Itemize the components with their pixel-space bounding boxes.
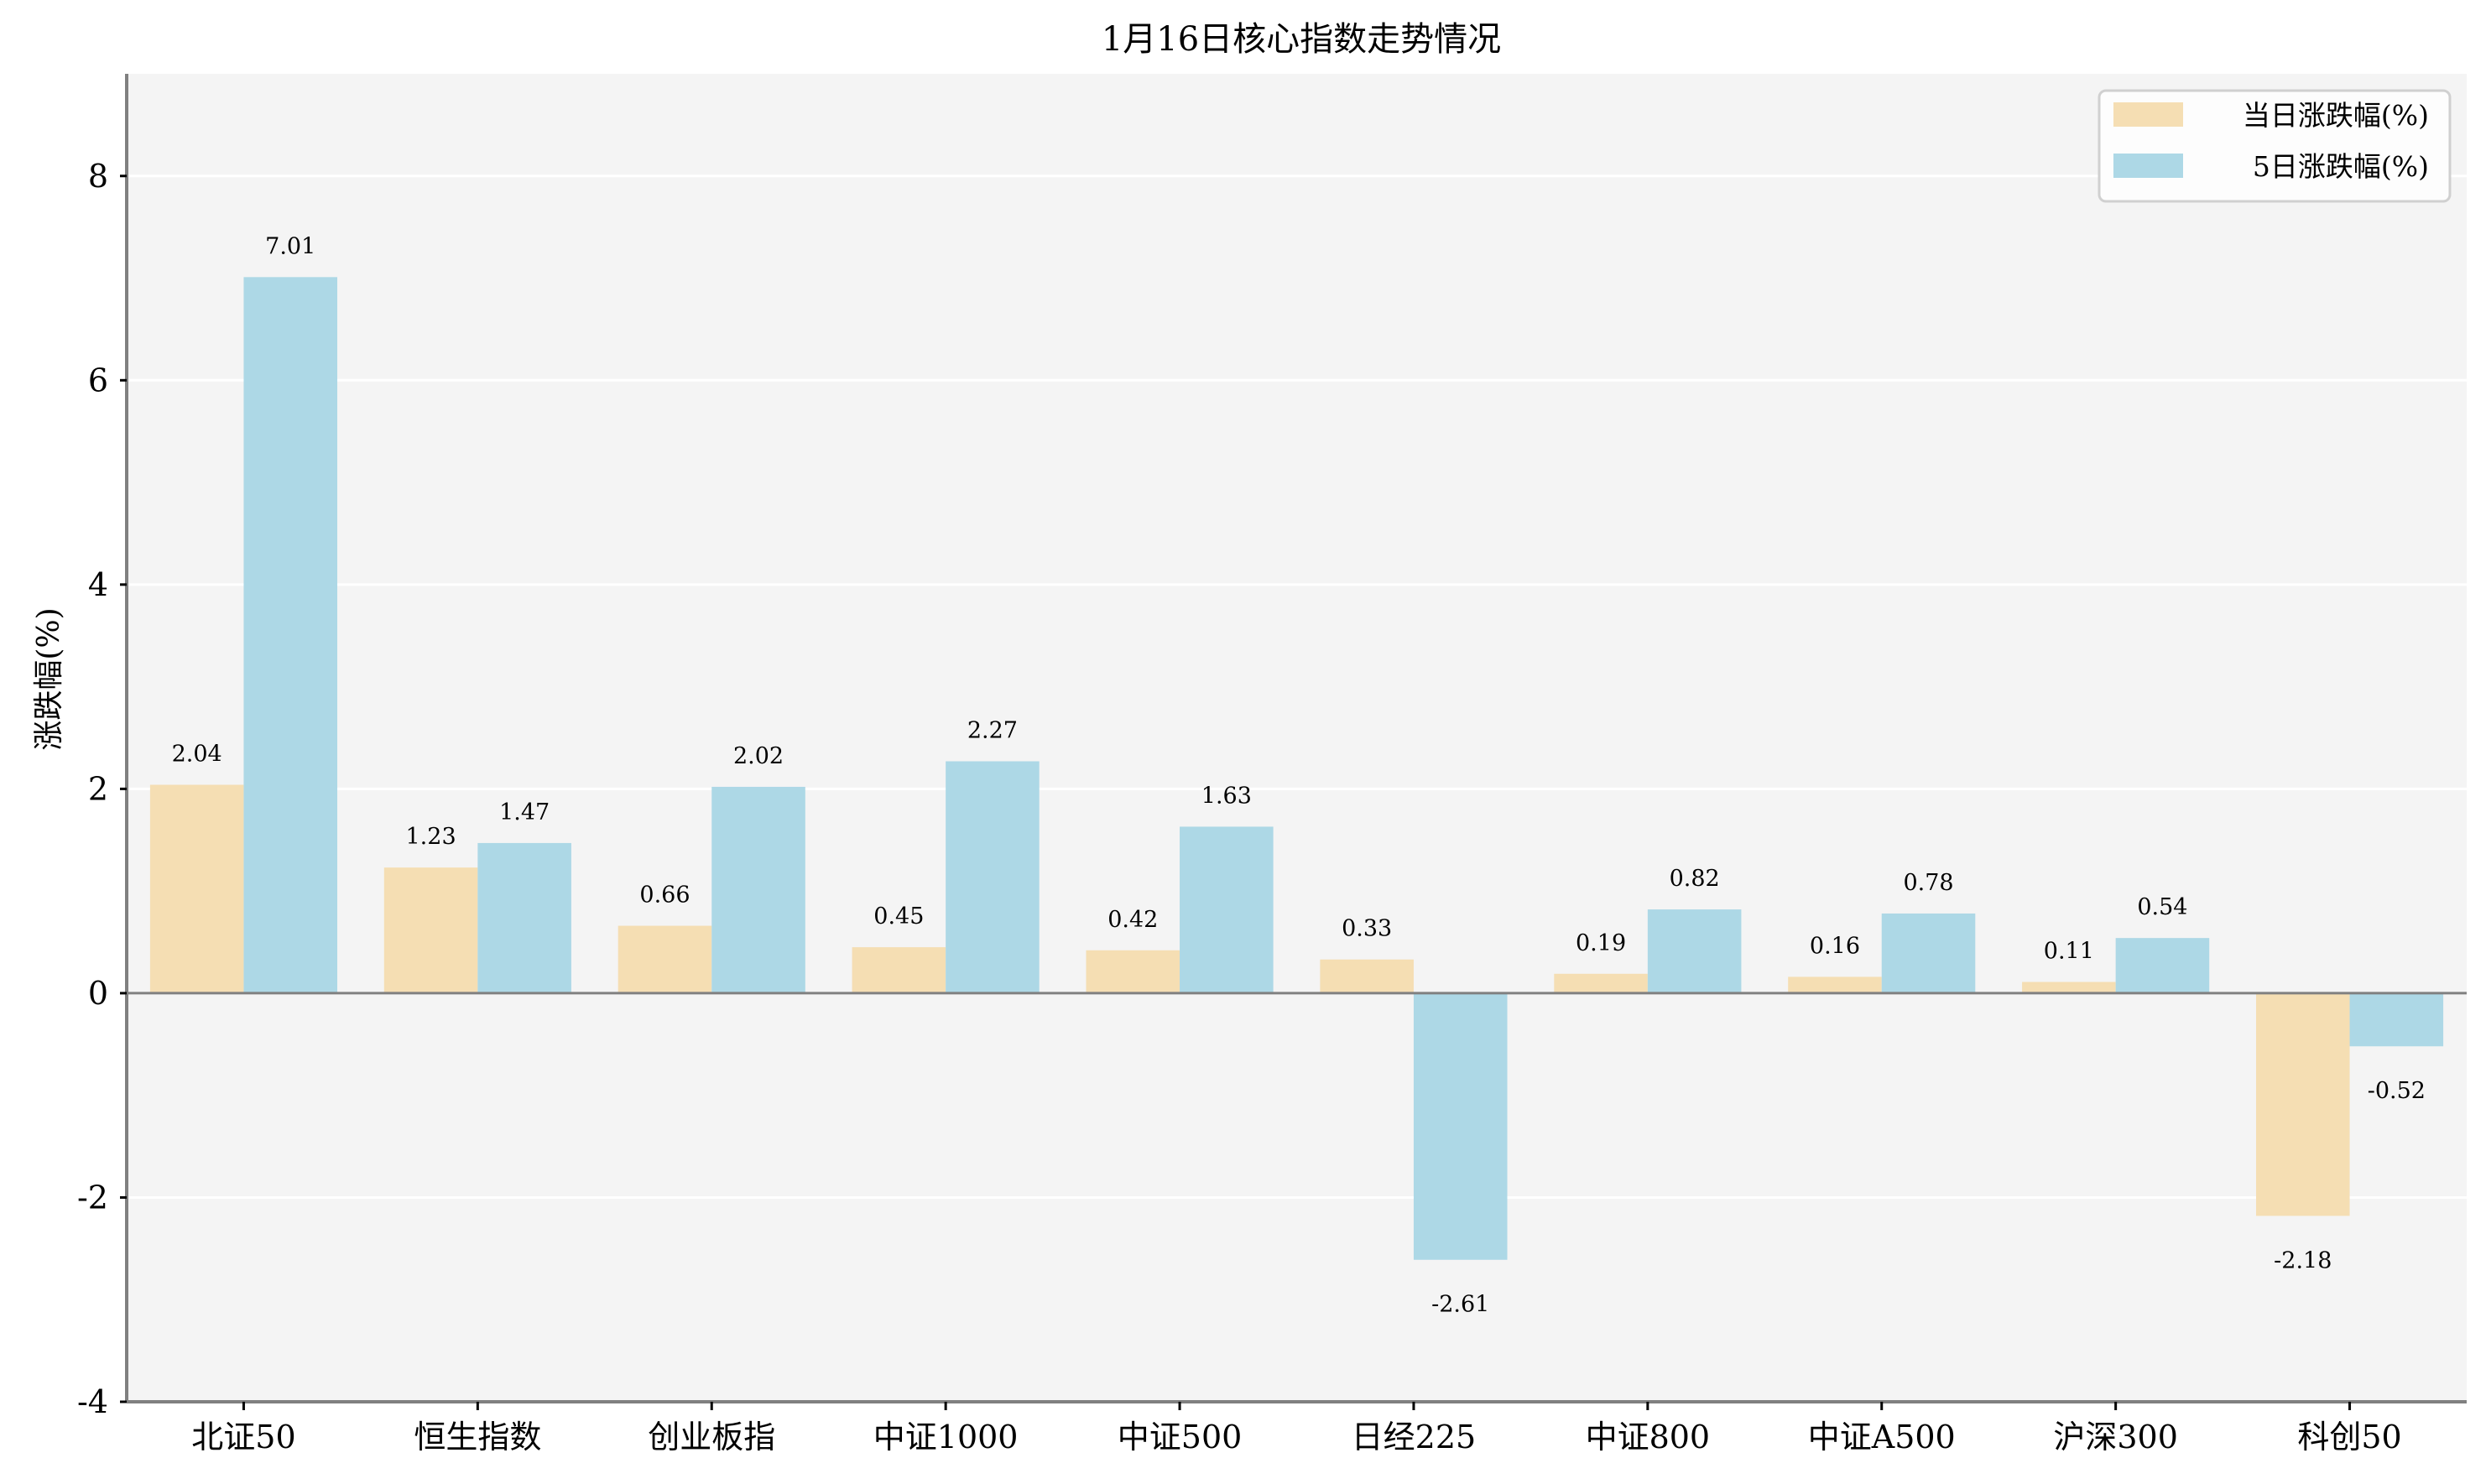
- x-tick-label: 中证800: [1586, 1419, 1711, 1455]
- bar-value-label: -2.18: [2274, 1247, 2332, 1273]
- legend-label: 5日涨跌幅(%): [2253, 150, 2429, 183]
- bar-value-label: 0.19: [1576, 930, 1626, 956]
- plot-area: [127, 74, 2467, 1402]
- x-axis-ticks: 北证50 恒生指数 创业板指 中证1000 中证500 日经225 中证800 中证A500 沪…: [191, 1402, 2402, 1455]
- bar-value-label: 1.63: [1201, 783, 1252, 809]
- legend-swatch: [2113, 102, 2183, 127]
- bar-value-label: 0.16: [1810, 933, 1860, 959]
- axes: [125, 74, 2467, 1403]
- bar: [1554, 973, 1648, 993]
- x-tick-label: 科创50: [2297, 1419, 2401, 1455]
- legend-box: [2098, 89, 2452, 203]
- legend: 当日涨跌幅(%) 5日涨跌幅(%): [2098, 89, 2452, 203]
- bar: [1180, 826, 1274, 993]
- bar-value-label: 0.78: [1903, 870, 1953, 896]
- bar-value-label: 0.54: [2137, 894, 2187, 920]
- y-tick-label: -4: [77, 1383, 108, 1420]
- bar: [1413, 992, 1508, 1260]
- bar: [1647, 909, 1742, 993]
- y-tick-label: 0: [88, 975, 108, 1012]
- bar: [1320, 959, 1414, 993]
- y-tick-label: -2: [77, 1179, 108, 1216]
- bar-value-label: -2.61: [1431, 1292, 1489, 1318]
- data-labels: 2.04 7.01 1.23 1.47 0.66 2.02 0.45 2.27 0.42 1.63…: [172, 233, 2426, 1317]
- x-tick-label: 日经225: [1352, 1419, 1477, 1455]
- bar: [149, 784, 244, 993]
- y-tick-label: 8: [88, 158, 108, 195]
- x-tick-label: 中证500: [1118, 1419, 1243, 1455]
- x-tick-label: 创业板指: [648, 1419, 775, 1455]
- bar-value-label: 1.23: [406, 824, 456, 850]
- bar-value-label: -0.52: [2368, 1078, 2426, 1104]
- bar-value-label: 1.47: [499, 799, 550, 825]
- bar: [477, 842, 571, 993]
- x-tick-label: 沪深300: [2053, 1419, 2178, 1455]
- y-tick-label: 6: [88, 362, 108, 398]
- bar: [852, 947, 946, 993]
- bar: [1788, 976, 1882, 993]
- bar: [618, 925, 712, 993]
- y-tick-label: 4: [88, 566, 108, 603]
- bar: [2255, 992, 2350, 1216]
- x-tick-label: 北证50: [191, 1419, 295, 1455]
- bar: [243, 277, 338, 993]
- bar-value-label: 0.42: [1107, 907, 1158, 933]
- bar-value-label: 0.66: [639, 883, 690, 909]
- bar: [1881, 913, 1976, 993]
- bar-value-label: 2.27: [967, 718, 1018, 744]
- bar: [1086, 950, 1180, 993]
- legend-label: 当日涨跌幅(%): [2243, 99, 2429, 132]
- bar: [2349, 992, 2444, 1047]
- bar-value-label: 0.45: [873, 903, 924, 929]
- x-tick-label: 恒生指数: [414, 1419, 541, 1455]
- x-tick-label: 中证1000: [873, 1419, 1019, 1455]
- bar: [946, 761, 1040, 993]
- chart-title: 1月16日核心指数走势情况: [1102, 20, 1501, 59]
- bar-value-label: 2.02: [733, 743, 784, 769]
- y-axis-ticks: -4 -2 0 2 4 6 8: [77, 158, 127, 1420]
- legend-swatch: [2113, 154, 2183, 178]
- bar-value-label: 7.01: [265, 233, 315, 259]
- bar: [711, 786, 805, 993]
- y-axis-label: 涨跌幅(%): [32, 607, 66, 750]
- bar-value-label: 0.33: [1342, 916, 1392, 942]
- x-tick-label: 中证A500: [1808, 1419, 1956, 1455]
- bar-value-label: 0.82: [1670, 866, 1720, 892]
- bars: [149, 277, 2444, 1260]
- bar-value-label: 2.04: [172, 742, 222, 768]
- y-tick-label: 2: [88, 770, 108, 807]
- bar-value-label: 0.11: [2044, 939, 2094, 965]
- bar: [2022, 982, 2116, 993]
- bar: [383, 867, 478, 993]
- bar: [2115, 938, 2210, 993]
